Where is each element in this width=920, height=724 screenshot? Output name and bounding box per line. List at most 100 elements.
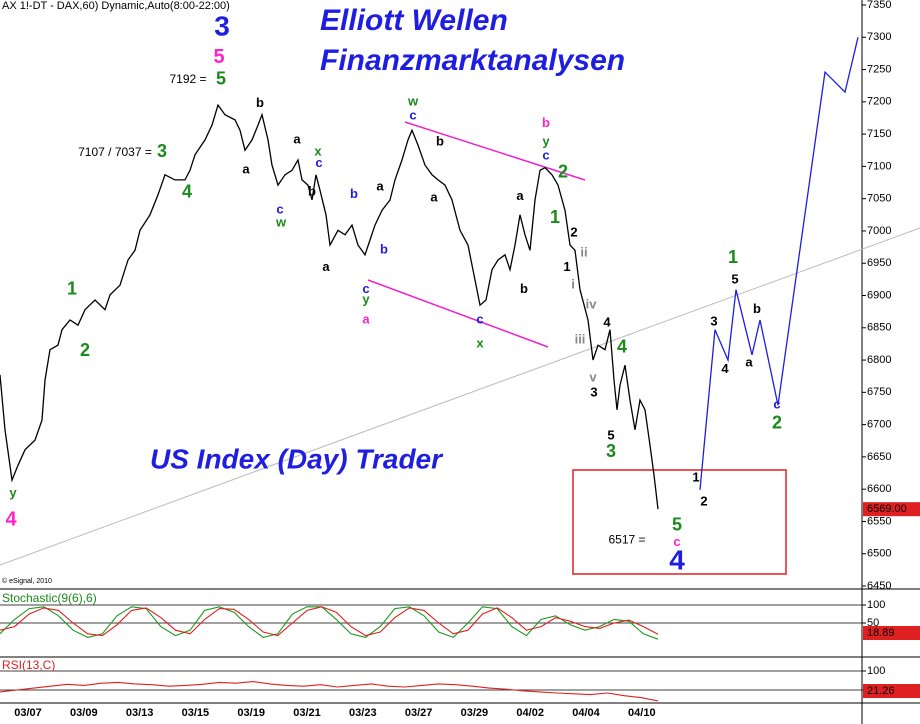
wave-label: b <box>308 184 316 199</box>
wave-label: 4 <box>617 337 627 357</box>
y-tick-label: 6600 <box>867 483 891 495</box>
series-line <box>0 103 659 510</box>
y-tick-label: 50 <box>867 617 879 629</box>
wave-label: c <box>409 107 416 122</box>
x-tick-label: 04/10 <box>628 707 656 719</box>
chart-title: Elliott Wellen <box>320 4 508 37</box>
wave-label: 4 <box>182 182 192 202</box>
y-tick-label: 7100 <box>867 160 891 172</box>
y-tick-label: 6850 <box>867 322 891 334</box>
x-tick-label: 03/21 <box>293 707 321 719</box>
y-tick-label: 6700 <box>867 419 891 431</box>
y-tick-label: 100 <box>867 599 885 611</box>
wave-label: 4 <box>669 545 685 576</box>
wave-label: a <box>430 189 438 204</box>
wave-label: c <box>673 534 680 549</box>
wave-label: iv <box>586 297 598 312</box>
y-tick-label: 6500 <box>867 548 891 560</box>
chart-subtitle: Finanzmarktanalysen <box>320 44 625 77</box>
wave-label: b <box>256 95 264 110</box>
wave-label: 1 <box>692 470 699 485</box>
pane-title: Stochastic(9(6),6) <box>2 591 97 605</box>
y-tick-label: 7300 <box>867 31 891 43</box>
wave-label: ii <box>580 244 587 259</box>
wave-label: 5 <box>607 428 614 443</box>
wave-label: i <box>571 277 575 292</box>
copyright: © eSignal, 2010 <box>2 577 52 585</box>
wave-label: 4 <box>721 361 729 376</box>
wave-label: a <box>516 188 524 203</box>
wave-label: 7192 = <box>169 72 206 86</box>
y-tick-label: 7000 <box>867 225 891 237</box>
last-value-label: 6569.00 <box>867 503 907 515</box>
wave-label: b <box>542 115 550 130</box>
x-tick-label: 03/27 <box>405 707 433 719</box>
wave-label: b <box>520 281 528 296</box>
y-tick-label: 6950 <box>867 257 891 269</box>
wave-label: c <box>276 202 283 217</box>
wave-label: 4 <box>603 315 611 330</box>
wave-label: 3 <box>590 384 597 399</box>
wave-label: 1 <box>728 247 738 267</box>
wave-label: b <box>436 133 444 148</box>
wave-label: b <box>380 242 388 257</box>
wave-label: x <box>476 335 484 350</box>
wave-label: x <box>314 144 322 159</box>
pane-title: RSI(13,C) <box>2 658 55 672</box>
wave-label: 5 <box>216 69 226 89</box>
trendline <box>0 227 920 566</box>
series-line <box>0 606 659 637</box>
wave-label: w <box>275 215 287 230</box>
x-tick-label: 03/29 <box>461 707 489 719</box>
wave-label: 3 <box>710 313 717 328</box>
last-value-box <box>863 502 920 517</box>
header: AX 1!-DT - DAX,60) Dynamic,Auto(8:00-22:… <box>2 0 230 12</box>
wave-label: a <box>293 131 301 146</box>
wave-label: c <box>476 311 483 326</box>
wave-label: 4 <box>5 508 17 530</box>
wave-label: 2 <box>558 162 568 182</box>
wave-label: 3 <box>214 11 230 42</box>
y-tick-label: 7050 <box>867 193 891 205</box>
wave-label: 2 <box>570 224 577 239</box>
wave-label: a <box>242 162 250 177</box>
y-tick-label: 6650 <box>867 451 891 463</box>
wave-label: 2 <box>80 340 90 360</box>
wave-label: 1 <box>67 278 77 298</box>
x-tick-label: 03/07 <box>14 707 42 719</box>
wave-label: 2 <box>772 413 782 433</box>
last-value-box <box>863 684 920 698</box>
channel-line <box>367 279 549 348</box>
wave-label: y <box>362 291 370 306</box>
y-tick-label: 7250 <box>867 63 891 75</box>
last-value-label: 18.89 <box>867 627 895 639</box>
y-tick-label: 6450 <box>867 580 891 592</box>
wave-label: c <box>362 281 369 296</box>
wave-label: iii <box>575 331 586 346</box>
wave-label: a <box>745 355 753 370</box>
x-tick-label: 03/13 <box>126 707 154 719</box>
y-tick-label: 7350 <box>867 0 891 11</box>
series-line <box>0 681 659 702</box>
x-tick-label: 03/23 <box>349 707 377 719</box>
y-tick-label: 6750 <box>867 386 891 398</box>
target-box <box>572 469 787 575</box>
wave-label: y <box>9 485 17 500</box>
wave-label: 3 <box>606 441 616 461</box>
x-tick-label: 04/02 <box>516 707 544 719</box>
channel-line <box>404 121 586 181</box>
wave-label: v <box>589 370 597 385</box>
wave-label: c <box>315 155 322 170</box>
wave-label: 1 <box>563 259 570 274</box>
wave-label: 7107 / 7037 = <box>78 145 152 159</box>
wave-label: b <box>753 301 761 316</box>
last-value-box <box>863 626 920 640</box>
wave-label: b <box>350 186 358 201</box>
y-tick-label: 6900 <box>867 289 891 301</box>
x-tick-label: 03/19 <box>237 707 265 719</box>
y-tick-label: 6800 <box>867 354 891 366</box>
wave-label: 6517 = <box>608 532 645 546</box>
